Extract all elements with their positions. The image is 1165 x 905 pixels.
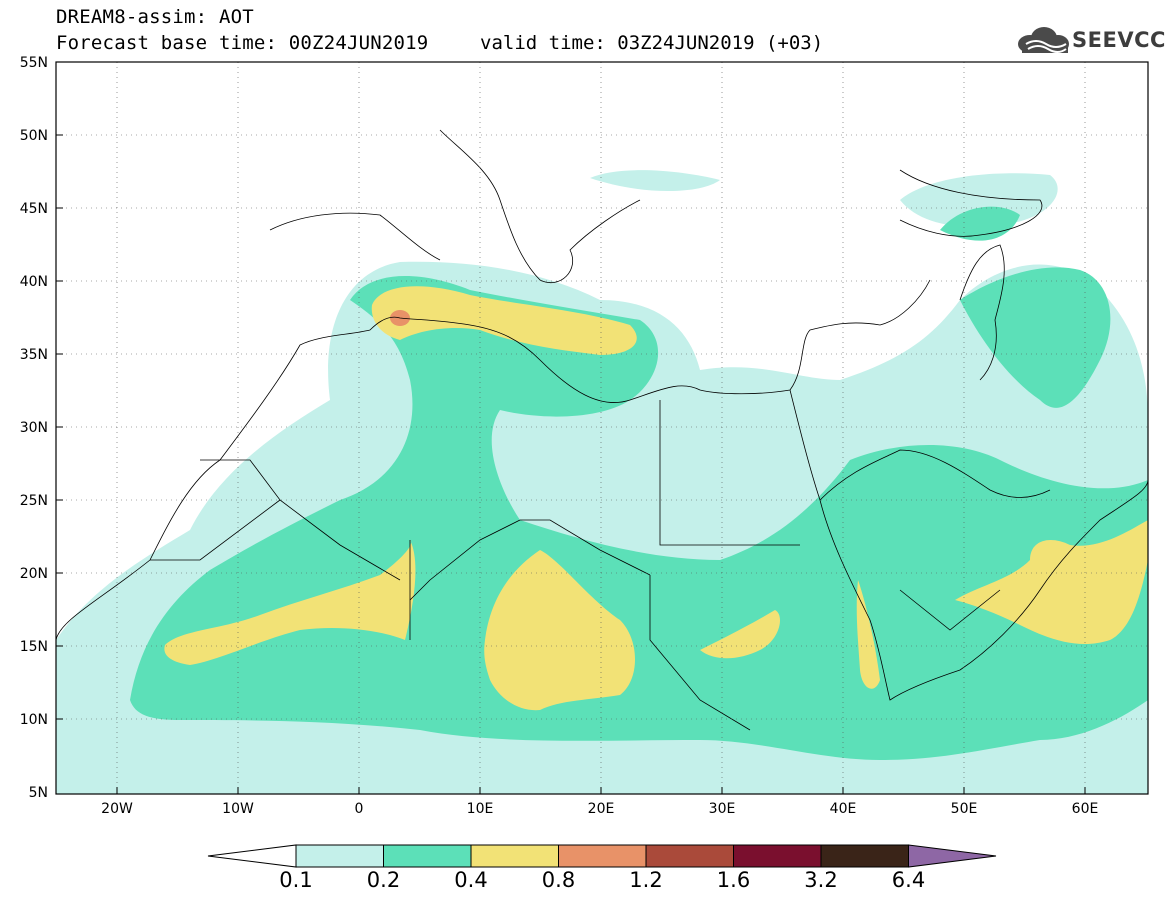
logo-text: SEEVCCC xyxy=(1072,28,1165,52)
colorbar-swatch-0.4 xyxy=(470,844,559,868)
lat-label: 45N xyxy=(19,201,48,217)
lon-label: 20W xyxy=(101,801,133,817)
lat-label: 25N xyxy=(19,493,48,509)
colorbar-swatch-3.2 xyxy=(820,844,909,868)
colorbar-label: 3.2 xyxy=(804,868,838,892)
aot-band-0.4-algeria xyxy=(371,286,637,355)
aot-band-0.2-caspian xyxy=(960,267,1111,408)
lon-label: 50E xyxy=(950,801,978,817)
lon-label: 60E xyxy=(1071,801,1099,817)
lon-label: 40E xyxy=(829,801,857,817)
colorbar-label: 1.6 xyxy=(716,868,751,892)
lon-label: 10W xyxy=(222,801,254,817)
lon-label: 0 xyxy=(354,801,364,817)
lat-label: 35N xyxy=(19,347,48,363)
colorbar-label: 0.2 xyxy=(366,868,401,892)
map-frame xyxy=(55,61,1149,795)
aot-band-0.4-red-sea xyxy=(856,580,880,689)
map-title: DREAM8-assim: AOT xyxy=(56,6,254,28)
colorbar-label: 0.4 xyxy=(454,868,488,892)
coastlines xyxy=(56,129,1148,731)
lat-label: 20N xyxy=(19,566,48,582)
aot-band-0.2 xyxy=(130,276,1148,760)
lon-label: 30E xyxy=(708,801,736,817)
colorbar-label: 0.1 xyxy=(279,868,313,892)
aot-band-0.1-balkans xyxy=(590,170,720,192)
lon-label: 10E xyxy=(466,801,494,817)
lat-label: 50N xyxy=(19,128,48,144)
forecast-base-time: Forecast base time: 00Z24JUN2019 xyxy=(56,32,429,54)
colorbar-swatch-0.1 xyxy=(295,844,384,868)
colorbar xyxy=(207,844,997,868)
seevccc-logo xyxy=(1018,27,1069,53)
aot-band-0.4-chad xyxy=(484,550,635,711)
aot-band-0.2-black-sea xyxy=(940,206,1020,241)
colorbar-label: 6.4 xyxy=(891,868,926,892)
aot-band-0.4-sudan xyxy=(700,610,780,659)
tick-marks xyxy=(56,134,1086,794)
valid-time: valid time: 03Z24JUN2019 (+03) xyxy=(480,32,824,54)
lat-label: 15N xyxy=(19,639,48,655)
graticule xyxy=(56,62,1148,794)
aot-band-0.4-sahel-west xyxy=(164,540,416,665)
aot-contours xyxy=(56,170,1148,794)
colorbar-swatch-1.2 xyxy=(645,844,734,868)
aot-band-0.1-black-sea xyxy=(900,173,1058,227)
lon-label: 20E xyxy=(587,801,615,817)
colorbar-swatch-0.2 xyxy=(383,844,472,868)
lat-label: 40N xyxy=(19,274,48,290)
colorbar-swatch-0.8 xyxy=(558,844,647,868)
aot-band-0.4-arabia xyxy=(955,520,1148,645)
colorbar-label: 0.8 xyxy=(541,868,576,892)
lat-label: 5N xyxy=(28,785,48,801)
colorbar-right-arrow xyxy=(908,844,997,868)
lat-label: 55N xyxy=(19,55,48,71)
lat-label: 10N xyxy=(19,712,48,728)
lat-label: 30N xyxy=(19,420,48,436)
colorbar-swatch-1.6 xyxy=(733,844,822,868)
colorbar-left-arrow xyxy=(207,844,297,868)
colorbar-label: 1.2 xyxy=(629,868,663,892)
